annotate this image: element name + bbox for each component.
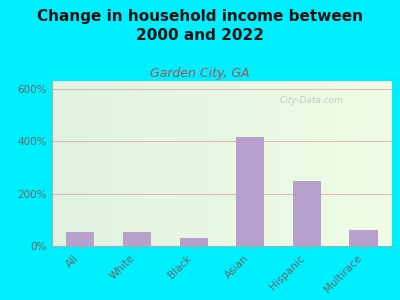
- Bar: [293, 181, 321, 246]
- Bar: [350, 230, 378, 246]
- Bar: [66, 232, 94, 246]
- Text: Garden City, GA: Garden City, GA: [150, 68, 250, 80]
- Bar: [123, 232, 151, 246]
- Bar: [236, 137, 264, 246]
- Text: Change in household income between
2000 and 2022: Change in household income between 2000 …: [37, 9, 363, 43]
- Text: City-Data.com: City-Data.com: [280, 96, 344, 105]
- Bar: [180, 238, 208, 246]
